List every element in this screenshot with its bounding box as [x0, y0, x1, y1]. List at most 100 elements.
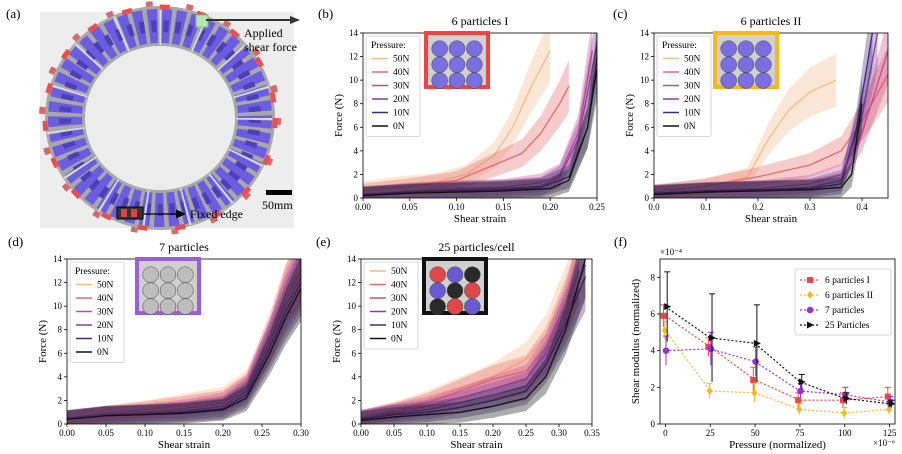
legend-label-e-30N: 30N: [391, 294, 408, 304]
y-tick-label-e-1: 2: [352, 395, 357, 405]
band-c-40N: [654, 46, 888, 198]
y-tick-label-e-6: 12: [347, 278, 356, 288]
x-tick-label-e-4: 0.20: [485, 428, 501, 438]
inset-photo-e: [422, 257, 488, 315]
x-tick-label-f-1: 25: [706, 428, 716, 438]
x-tick-label-b-5: 0.25: [589, 202, 605, 212]
applied-force-label: Applied shear force: [244, 26, 297, 54]
y-tick-label-f-1: 2: [651, 382, 656, 392]
y-tick-label-d-0: 0: [58, 419, 63, 429]
legend-marker-3: [807, 321, 814, 329]
force-arrow-head: [290, 16, 300, 24]
legend-label-b-10N: 10N: [393, 109, 410, 119]
chart-title-e: 25 particles/cell: [438, 240, 515, 254]
series-line-f-1: [664, 330, 890, 414]
legend-label-d-0N: 0N: [97, 348, 109, 358]
point-3-5: [888, 400, 895, 408]
y-tick-label-c-5: 10: [640, 75, 650, 85]
legend-label-e-20N: 20N: [391, 308, 408, 318]
y-tick-label-c-7: 14: [640, 28, 650, 38]
panel-e-label: (e): [316, 234, 330, 249]
legend-title-c: Pressure:: [662, 41, 697, 51]
series-line-e-0N: [361, 259, 587, 422]
x-axis-label-d: Shear strain: [158, 439, 211, 451]
point-3-3: [798, 378, 806, 386]
point-3-0: [664, 303, 672, 311]
band-e-0N: [361, 259, 586, 424]
legend-d: Pressure: 50N 40N 30N 20N 10N 0N: [69, 261, 125, 363]
legend-box-b: [365, 35, 421, 137]
y-tick-label-b-1: 2: [354, 169, 359, 179]
x-tick-label-c-4: 0.4: [856, 202, 868, 212]
series-line-b-40N: [363, 85, 570, 192]
x-tick-label-e-2: 0.10: [419, 428, 435, 438]
series-line-f-3: [665, 306, 890, 405]
series-line-c-10N: [654, 33, 874, 194]
y-tick-label-d-3: 6: [58, 348, 63, 358]
legend-label-e-10N: 10N: [391, 321, 408, 331]
legend-title-b: Pressure:: [371, 41, 406, 51]
legend-label-b-40N: 40N: [393, 68, 410, 78]
panel-f-label: (f): [614, 234, 627, 249]
x-tick-label-d-6: 0.30: [293, 428, 309, 438]
y-tick-label-b-7: 14: [349, 28, 359, 38]
series-line-c-40N: [654, 73, 888, 193]
legend-marker-0: [807, 277, 813, 283]
band-e-10N: [361, 259, 586, 424]
y-tick-label-b-2: 4: [354, 146, 359, 156]
point-1-0: [661, 326, 668, 335]
x-tick-label-d-1: 0.05: [98, 428, 114, 438]
legend-label-b-30N: 30N: [393, 82, 410, 92]
x-tick-label-d-5: 0.25: [254, 428, 270, 438]
legend-label-c-0N: 0N: [684, 122, 696, 132]
y-tick-label-c-2: 4: [645, 146, 650, 156]
legend-label-d-40N: 40N: [97, 294, 114, 304]
band-c-0N: [654, 78, 862, 198]
y-tick-label-b-6: 12: [349, 52, 358, 62]
x-tick-label-f-0: 0: [663, 428, 668, 438]
series-line-c-0N: [654, 103, 863, 196]
panel-a: (a) Applied shear force Fixed edge 50mm: [6, 1, 300, 235]
point-0-4: [839, 397, 846, 404]
x-tick-label-e-7: 0.35: [584, 428, 600, 438]
x-tick-label-e-0: 0.00: [353, 428, 369, 438]
point-3-1: [709, 334, 717, 342]
y-tick-label-c-1: 2: [645, 169, 650, 179]
x-tick-label-f-4: 100: [838, 428, 852, 438]
x-axis-label-e: Shear strain: [450, 439, 503, 451]
y-tick-label-e-2: 4: [352, 372, 357, 382]
point-3-4: [843, 394, 851, 402]
chart-title-d: 7 particles: [159, 240, 209, 254]
x-tick-label-b-3: 0.15: [496, 202, 512, 212]
chart-title-b: 6 particles I: [452, 14, 509, 28]
legend-b: Pressure: 50N 40N 30N 20N 10N 0N: [365, 35, 421, 137]
series-line-d-20N: [67, 276, 301, 419]
series-line-f-2: [665, 348, 890, 403]
y-tick-label-b-4: 8: [354, 99, 359, 109]
series-line-b-30N: [363, 50, 593, 196]
legend-label-d-10N: 10N: [97, 335, 114, 345]
legend-label-b-50N: 50N: [393, 55, 410, 65]
legend-box-c: [656, 35, 712, 137]
x-tick-label-c-0: 0.0: [648, 202, 660, 212]
band-d-50N: [67, 259, 301, 424]
series-line-d-40N: [67, 270, 301, 419]
x-tick-label-b-2: 0.10: [449, 202, 465, 212]
y-axis-label-c: Force (N): [624, 94, 636, 137]
point-1-2: [751, 388, 758, 397]
y-axis-label-d: Force (N): [37, 320, 49, 363]
x-tick-label-e-1: 0.05: [386, 428, 402, 438]
y-tick-label-d-1: 2: [58, 395, 63, 405]
panel-c: 6 particles II 0.0 0.1 0.2 0.3 0.4 0 2 4 6 8 10 12 14…: [624, 14, 889, 225]
band-e-50N: [361, 259, 579, 424]
y-tick-label-f-2: 4: [651, 346, 656, 356]
band-d-30N: [67, 259, 301, 424]
panel-a-label: (a): [6, 6, 20, 21]
axes-frame-f: [659, 258, 896, 425]
y-tick-label-c-4: 8: [645, 99, 650, 109]
x-tick-label-b-0: 0.00: [355, 202, 371, 212]
legend-e: 50N 40N 30N 20N 10N 0N: [363, 261, 419, 350]
y-tick-label-e-7: 14: [347, 254, 357, 264]
y-tick-label-e-5: 10: [347, 301, 357, 311]
